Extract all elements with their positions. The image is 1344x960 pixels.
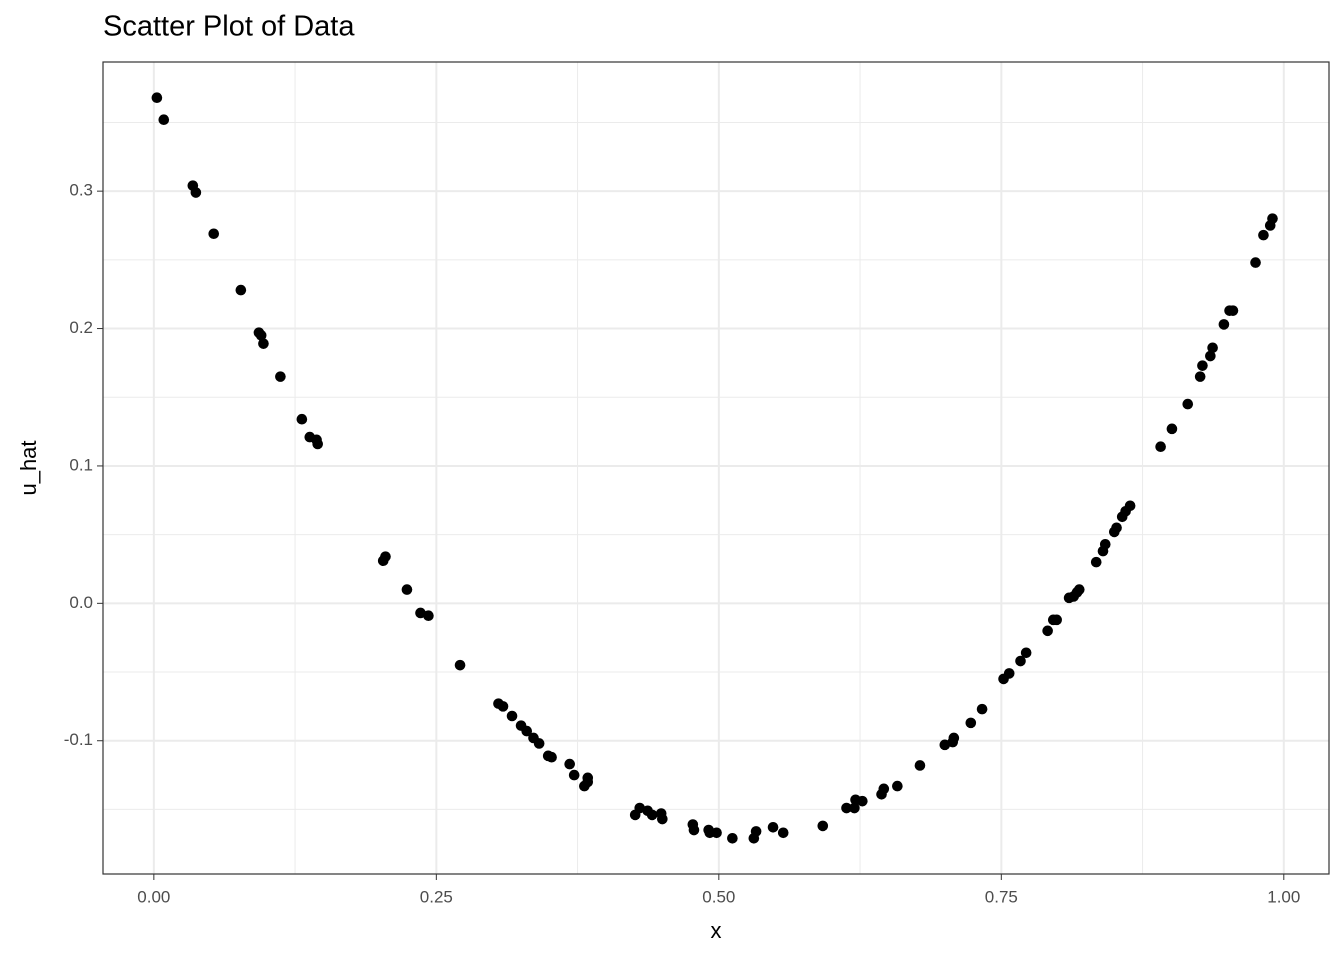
point [727, 832, 738, 844]
x-tick-label: 0.50 [702, 887, 735, 906]
point [878, 783, 890, 795]
point [711, 827, 722, 839]
point [401, 584, 413, 595]
point [817, 820, 829, 832]
y-axis-label: u_hat [16, 440, 41, 495]
x-tick-label: 1.00 [1267, 887, 1300, 906]
point [892, 780, 903, 792]
point [1218, 319, 1230, 330]
point [258, 338, 269, 349]
y-tick-label: 0.0 [69, 593, 93, 612]
x-tick-label: 0.00 [137, 887, 170, 906]
point [914, 760, 926, 771]
point [857, 795, 868, 807]
point [1051, 614, 1062, 626]
point [275, 371, 286, 382]
point [1003, 668, 1015, 679]
point [1227, 305, 1239, 316]
point [158, 114, 170, 126]
point [533, 738, 545, 749]
point [190, 187, 202, 198]
point [1111, 522, 1122, 534]
point [564, 758, 575, 770]
point [454, 659, 466, 671]
point [688, 824, 700, 836]
y-tick-label: 0.3 [69, 181, 93, 200]
point [521, 725, 533, 737]
point [1250, 257, 1261, 268]
point [1197, 360, 1208, 371]
point [568, 769, 580, 781]
point [1258, 229, 1269, 241]
plot-border [102, 61, 1330, 875]
point [1182, 398, 1194, 410]
x-tick-label: 0.25 [420, 887, 453, 906]
point [296, 413, 308, 425]
x-axis-label: x [711, 918, 722, 943]
point [767, 821, 779, 833]
point [948, 732, 960, 744]
point [1042, 625, 1053, 637]
point [849, 802, 860, 814]
point [750, 826, 762, 837]
point [235, 284, 247, 296]
x-tick-label: 0.75 [985, 887, 1018, 906]
point [976, 703, 988, 715]
point [646, 809, 658, 821]
point [1267, 213, 1278, 224]
point [255, 330, 267, 341]
point [380, 551, 391, 562]
point [1194, 371, 1206, 382]
point [1205, 350, 1216, 362]
point [208, 228, 220, 240]
y-tick-label: -0.1 [64, 730, 93, 749]
point [423, 610, 434, 621]
point [546, 751, 557, 763]
point [582, 776, 594, 788]
point [657, 813, 668, 825]
y-tick-label: 0.1 [69, 455, 93, 474]
chart-title: Scatter Plot of Data [103, 11, 355, 43]
point [777, 827, 789, 839]
point [1020, 647, 1032, 659]
point [1155, 441, 1166, 453]
point [1015, 655, 1026, 667]
point [497, 701, 509, 712]
point [965, 717, 977, 729]
point [1090, 556, 1102, 568]
point [841, 802, 852, 814]
point [1099, 538, 1111, 550]
point [312, 438, 323, 450]
point [1124, 500, 1136, 512]
y-tick-label: 0.2 [69, 318, 93, 337]
point [1073, 584, 1085, 595]
point [151, 92, 163, 104]
point [1207, 342, 1218, 354]
point [506, 710, 518, 722]
point [1166, 423, 1178, 435]
